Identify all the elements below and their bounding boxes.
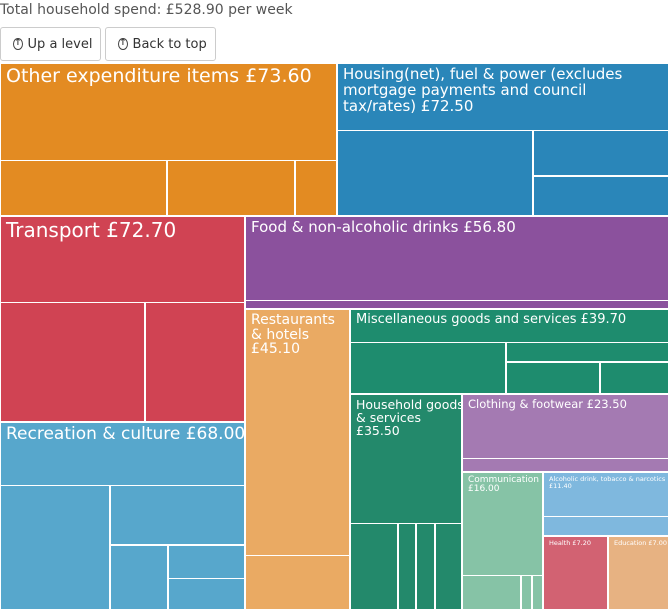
- treemap-subcell[interactable]: [544, 516, 668, 535]
- total-spend-label: Total household spend: £528.90 per week: [0, 2, 293, 18]
- treemap-cell-label: Education £7.00: [614, 539, 668, 547]
- treemap-cell[interactable]: Other expenditure items £73.60: [0, 63, 337, 216]
- treemap-subcell[interactable]: [600, 362, 668, 393]
- treemap-subcell[interactable]: [533, 176, 668, 215]
- treemap-cell[interactable]: Transport £72.70: [0, 216, 245, 422]
- treemap: Other expenditure items £73.60 Housing(ne…: [0, 63, 669, 610]
- treemap-subcell[interactable]: [398, 523, 416, 609]
- treemap-cell[interactable]: Education £7.00: [608, 536, 669, 610]
- treemap-cell-label: Health £7.20: [549, 539, 592, 547]
- treemap-subcell[interactable]: [110, 545, 168, 609]
- treemap-subcell[interactable]: [463, 458, 668, 471]
- treemap-cell[interactable]: Recreation & culture £68.00: [0, 422, 245, 610]
- arrow-up-circle-icon: ↑: [13, 38, 23, 50]
- back-to-top-label: Back to top: [132, 36, 207, 52]
- treemap-cell[interactable]: Household goods & services £35.50: [350, 394, 462, 610]
- treemap-cell[interactable]: Restaurants & hotels £45.10: [245, 309, 350, 610]
- treemap-cell-label: Alcoholic drink, tobacco & narcotics £11…: [549, 475, 666, 490]
- treemap-cell-label: Other expenditure items £73.60: [6, 65, 312, 87]
- treemap-subcell[interactable]: [351, 342, 506, 393]
- treemap-cell[interactable]: Food & non-alcoholic drinks £56.80: [245, 216, 669, 309]
- treemap-subcell[interactable]: [145, 302, 244, 421]
- treemap-subcell[interactable]: [246, 555, 349, 609]
- treemap-subcell[interactable]: [506, 342, 668, 362]
- arrow-up-circle-icon: ↑: [118, 38, 128, 50]
- treemap-subcell[interactable]: [167, 160, 295, 215]
- treemap-subcell[interactable]: [463, 575, 521, 609]
- treemap-cell[interactable]: Communication £16.00: [462, 472, 543, 610]
- treemap-subcell[interactable]: [1, 485, 110, 609]
- treemap-cell[interactable]: Alcoholic drink, tobacco & narcotics £11…: [543, 472, 669, 536]
- treemap-subcell[interactable]: [1, 302, 145, 421]
- back-to-top-button[interactable]: ↑ Back to top: [105, 27, 216, 61]
- treemap-subcell[interactable]: [506, 362, 600, 393]
- treemap-subcell[interactable]: [295, 160, 336, 215]
- treemap-cell[interactable]: Health £7.20: [543, 536, 608, 610]
- treemap-cell-label: Food & non-alcoholic drinks £56.80: [251, 218, 516, 236]
- treemap-cell-label: Restaurants & hotels £45.10: [251, 312, 335, 358]
- treemap-subcell[interactable]: [532, 575, 542, 609]
- treemap-subcell[interactable]: [533, 130, 668, 176]
- treemap-subcell[interactable]: [110, 485, 244, 545]
- treemap-cell-label: Transport £72.70: [6, 218, 177, 242]
- treemap-cell-label: Miscellaneous goods and services £39.70: [356, 312, 627, 327]
- treemap-subcell[interactable]: [351, 523, 398, 609]
- up-a-level-button[interactable]: ↑ Up a level: [0, 27, 101, 61]
- treemap-cell-label: Housing(net), fuel & power (excludes mor…: [343, 65, 623, 115]
- up-a-level-label: Up a level: [27, 36, 93, 52]
- treemap-subcell[interactable]: [416, 523, 435, 609]
- treemap-subcell[interactable]: [168, 578, 244, 609]
- treemap-cell-label: Household goods & services £35.50: [356, 397, 462, 439]
- treemap-cell[interactable]: Housing(net), fuel & power (excludes mor…: [337, 63, 669, 216]
- treemap-cell[interactable]: Clothing & footwear £23.50: [462, 394, 669, 472]
- treemap-subcell[interactable]: [246, 300, 668, 308]
- treemap-cell-label: Communication £16.00: [468, 475, 539, 495]
- treemap-subcell[interactable]: [338, 130, 533, 215]
- treemap-subcell[interactable]: [521, 575, 532, 609]
- treemap-cell-label: Recreation & culture £68.00: [6, 424, 245, 444]
- treemap-cell[interactable]: Miscellaneous goods and services £39.70: [350, 309, 669, 394]
- treemap-cell-label: Clothing & footwear £23.50: [468, 397, 627, 411]
- treemap-subcell[interactable]: [435, 523, 461, 609]
- treemap-subcell[interactable]: [1, 160, 167, 215]
